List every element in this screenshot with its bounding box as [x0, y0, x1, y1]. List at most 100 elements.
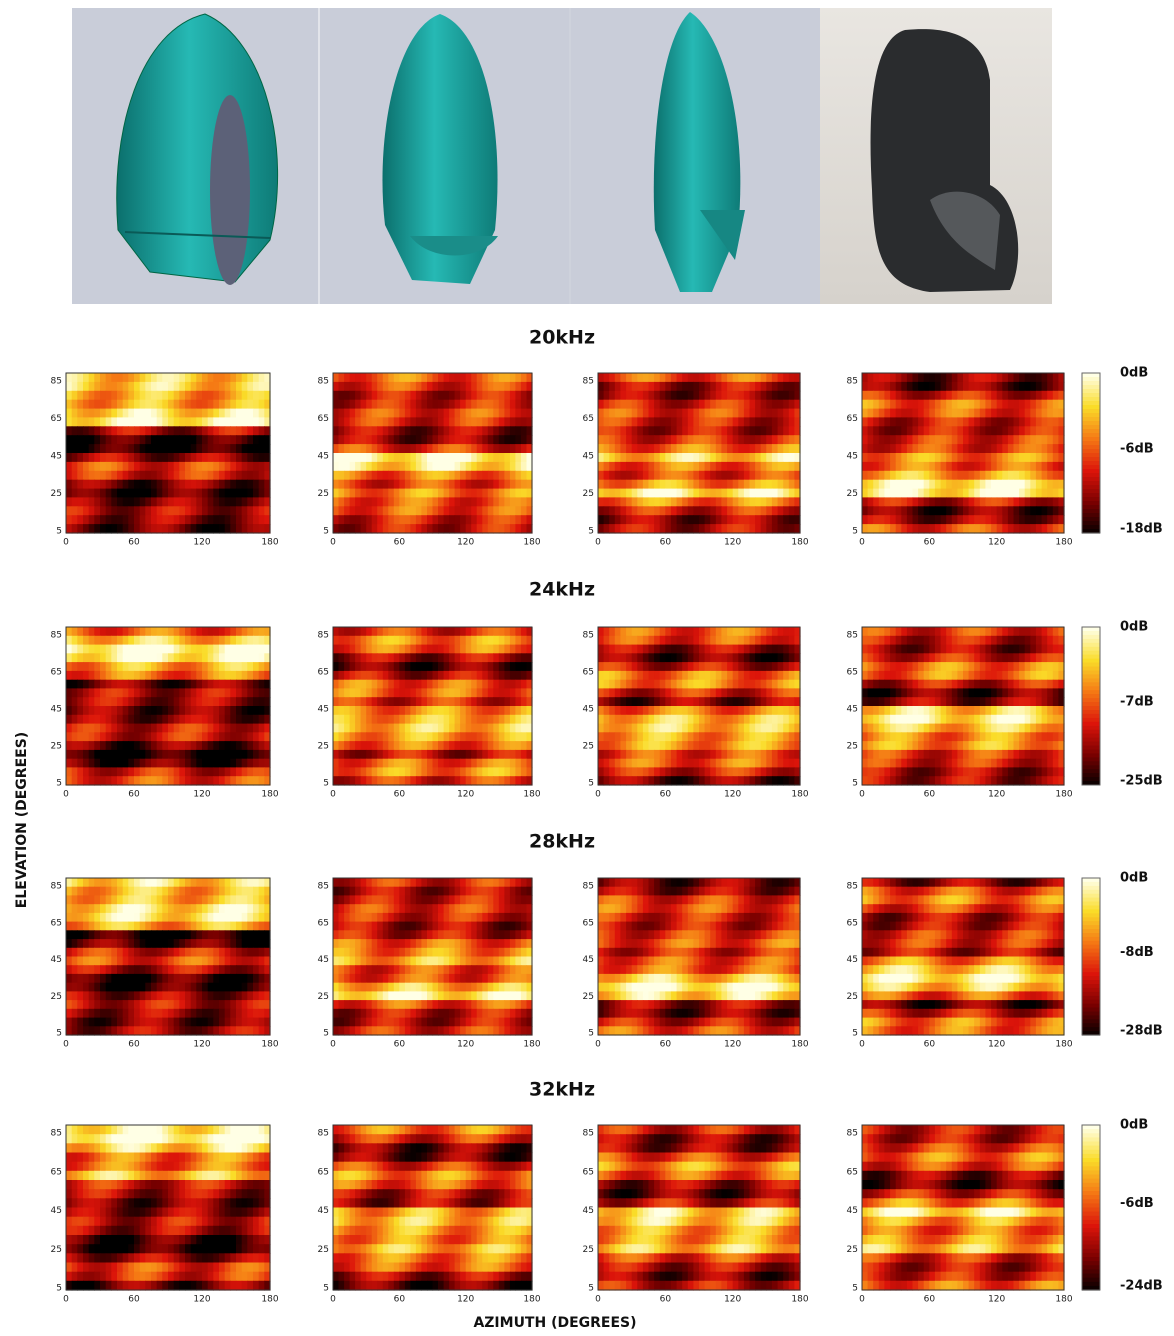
heatmap-cell [643, 426, 649, 436]
heatmap-cell [477, 724, 483, 733]
heatmap-cell [783, 373, 789, 383]
heatmap-cell [339, 750, 345, 759]
heatmap-cell [682, 435, 688, 445]
heatmap-cell [620, 480, 626, 490]
heatmap-cell [862, 680, 868, 689]
heatmap-cell [499, 662, 505, 671]
heatmap-cell [1047, 453, 1053, 463]
heatmap-cell [766, 506, 772, 516]
heatmap-cell [637, 391, 643, 401]
heatmap-cell [665, 453, 671, 463]
heatmap-cell [253, 391, 259, 401]
heatmap-cell [710, 400, 716, 410]
heatmap-cell [710, 524, 716, 534]
heatmap-cell [438, 688, 444, 697]
heatmap-cell [946, 453, 952, 463]
heatmap-cell [935, 444, 941, 454]
heatmap-cell [665, 715, 671, 724]
heatmap-cell [208, 741, 214, 750]
heatmap-cell [693, 506, 699, 516]
heatmap-cell [901, 653, 907, 662]
heatmap-cell [123, 724, 129, 733]
heatmap-cell [247, 462, 253, 472]
heatmap-cell [438, 776, 444, 785]
heatmap-cell [179, 435, 185, 445]
heatmap-cell [604, 391, 610, 401]
heatmap-cell [499, 462, 505, 472]
heatmap-cell [433, 480, 439, 490]
heatmap-cell [157, 706, 163, 715]
heatmap-cell [504, 453, 510, 463]
heatmap-cell [963, 524, 969, 534]
heatmap-cell [626, 400, 632, 410]
x-tick-label: 60 [128, 538, 140, 548]
heatmap-cell [772, 732, 778, 741]
heatmap-cell [151, 506, 157, 516]
heatmap-cell [444, 688, 450, 697]
heatmap-cell [66, 524, 72, 534]
heatmap-cell [94, 759, 100, 768]
heatmap-cell [455, 662, 461, 671]
heatmap-cell [946, 426, 952, 436]
heatmap-cell [134, 627, 140, 636]
heatmap-cell [366, 697, 372, 706]
heatmap-cell [134, 497, 140, 507]
heatmap-cell [1036, 671, 1042, 680]
heatmap-cell [766, 489, 772, 499]
heatmap-cell [974, 409, 980, 419]
heatmap-cell [253, 627, 259, 636]
heatmap-cell [100, 453, 106, 463]
heatmap-cell [405, 645, 411, 654]
heatmap-cell [333, 759, 339, 768]
heatmap-cell [493, 680, 499, 689]
heatmap-cell [620, 741, 626, 750]
heatmap-cell [433, 373, 439, 383]
heatmap-cell [219, 767, 225, 776]
heatmap-cell [179, 750, 185, 759]
heatmap-cell [455, 489, 461, 499]
heatmap-cell [671, 653, 677, 662]
heatmap-cell [862, 697, 868, 706]
heatmap-cell [488, 724, 494, 733]
heatmap-cell [162, 750, 168, 759]
heatmap-cell [471, 767, 477, 776]
heatmap-cell [111, 759, 117, 768]
heatmap-cell [677, 706, 683, 715]
heatmap-cell [744, 724, 750, 733]
heatmap-cell [111, 750, 117, 759]
heatmap-cell [460, 382, 466, 392]
heatmap-cell [225, 524, 231, 534]
heatmap-cell [94, 627, 100, 636]
heatmap-cell [1053, 426, 1059, 436]
y-tick-label: 65 [318, 668, 329, 678]
heatmap-cell [750, 515, 756, 525]
heatmap-cell [761, 524, 767, 534]
heatmap-cell [405, 767, 411, 776]
heatmap-cell [632, 645, 638, 654]
heatmap-cell [985, 497, 991, 507]
heatmap-cell [219, 715, 225, 724]
heatmap-cell [699, 636, 705, 645]
heatmap-cell [230, 715, 236, 724]
heatmap-cell [394, 724, 400, 733]
heatmap-cell [72, 636, 78, 645]
heatmap-cell [620, 417, 626, 427]
heatmap-cell [941, 506, 947, 516]
heatmap-cell [482, 409, 488, 419]
heatmap-cell [688, 680, 694, 689]
heatmap-cell [654, 382, 660, 392]
heatmap-cell [377, 645, 383, 654]
heatmap-cell [755, 680, 761, 689]
heatmap-cell [671, 741, 677, 750]
heatmap-cell [355, 750, 361, 759]
heatmap-cell [935, 627, 941, 636]
heatmap-cell [66, 444, 72, 454]
heatmap-cell [626, 750, 632, 759]
heatmap-cell [913, 515, 919, 525]
heatmap-cell [952, 688, 958, 697]
heatmap-cell [344, 480, 350, 490]
heatmap-cell [660, 524, 666, 534]
heatmap-cell [145, 715, 151, 724]
heatmap-cell [873, 480, 879, 490]
heatmap-cell [879, 697, 885, 706]
